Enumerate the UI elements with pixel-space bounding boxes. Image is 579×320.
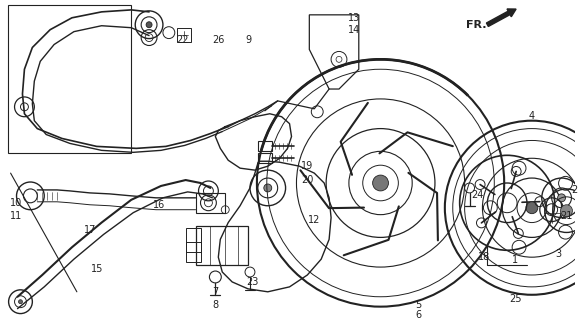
Circle shape — [373, 175, 389, 191]
Text: 4: 4 — [529, 111, 535, 121]
Text: 3: 3 — [555, 249, 562, 259]
Circle shape — [19, 300, 23, 304]
Circle shape — [558, 194, 566, 202]
Text: 5: 5 — [415, 300, 422, 310]
Text: 20: 20 — [301, 175, 314, 185]
Text: 2: 2 — [571, 185, 577, 195]
Text: 26: 26 — [212, 35, 225, 44]
Text: 16: 16 — [153, 200, 165, 210]
Text: 19: 19 — [301, 161, 313, 171]
Text: 9: 9 — [245, 35, 251, 44]
Circle shape — [526, 202, 538, 214]
Text: 14: 14 — [348, 25, 360, 35]
Text: 17: 17 — [83, 226, 96, 236]
Circle shape — [146, 22, 152, 28]
Text: 11: 11 — [10, 211, 23, 221]
Circle shape — [560, 205, 573, 217]
Text: 15: 15 — [90, 264, 103, 274]
Text: 18: 18 — [478, 252, 490, 262]
Text: 6: 6 — [415, 309, 421, 320]
Text: FR.: FR. — [466, 20, 486, 30]
Text: 25: 25 — [509, 294, 521, 304]
Text: 22: 22 — [177, 35, 189, 44]
Text: 23: 23 — [245, 277, 258, 287]
Text: 8: 8 — [212, 300, 218, 310]
FancyArrow shape — [486, 9, 516, 27]
Text: 24: 24 — [471, 190, 483, 200]
Text: 7: 7 — [212, 287, 218, 297]
Circle shape — [264, 184, 272, 192]
Text: 21: 21 — [560, 211, 573, 221]
Text: 1: 1 — [512, 255, 518, 265]
Text: 13: 13 — [348, 13, 360, 23]
Text: 12: 12 — [308, 215, 320, 225]
Text: 10: 10 — [10, 198, 23, 208]
